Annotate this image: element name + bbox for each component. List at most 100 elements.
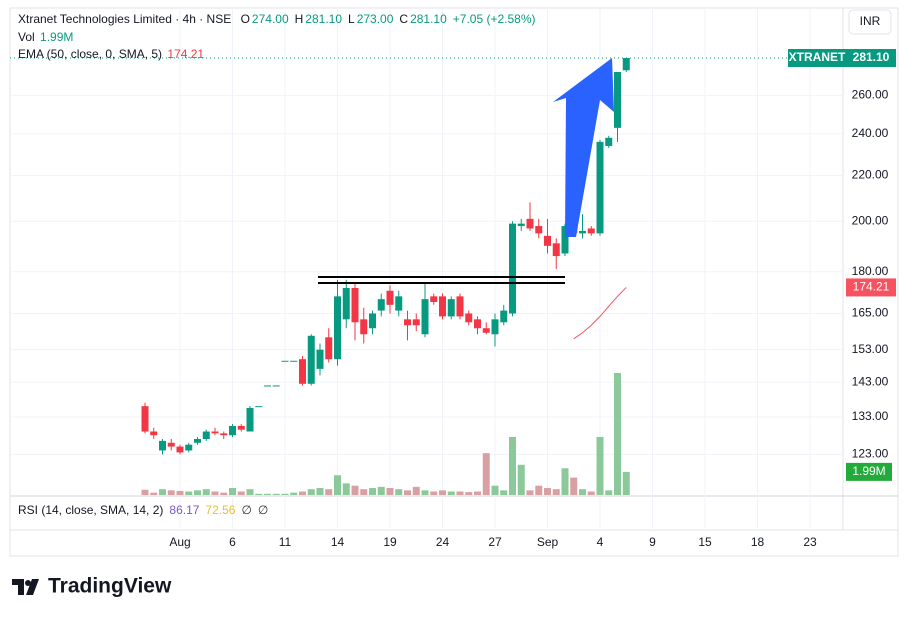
currency[interactable]: INR — [860, 14, 881, 28]
volume-bar — [614, 373, 621, 495]
volume-bar — [167, 490, 175, 495]
volume-tag — [846, 462, 892, 481]
x-tick-label: 11 — [279, 535, 292, 549]
candle-body — [447, 299, 455, 317]
price-tag-text: 281.10 — [853, 50, 890, 64]
x-tick-label: Sep — [537, 535, 559, 549]
candle-body — [159, 440, 166, 451]
volume-bar — [439, 490, 446, 495]
candle-body — [150, 431, 158, 436]
x-tick-label: 14 — [331, 535, 345, 549]
candle-body — [579, 230, 586, 234]
legend-ema: EMA (50, close, 0, SMA, 5) 174.21 — [18, 47, 206, 61]
candle-body — [211, 431, 219, 434]
logo: TradingView — [12, 575, 172, 598]
x-tick-label: 9 — [649, 535, 656, 549]
volume-bar — [369, 488, 376, 495]
candle-body — [176, 446, 184, 453]
y-tick-label: 200.00 — [852, 213, 889, 227]
volume-bar — [587, 491, 595, 495]
candle-body — [141, 406, 149, 432]
candle-body — [246, 407, 254, 432]
candle-body — [272, 385, 280, 387]
volume-bar — [141, 489, 149, 495]
candle-body — [430, 296, 438, 302]
candle-body — [500, 310, 508, 323]
y-tick-label: 143.00 — [852, 374, 889, 388]
volume-bar — [395, 489, 403, 495]
volume-bar — [281, 493, 289, 495]
volume-bar — [290, 492, 298, 495]
volume-bar — [185, 491, 193, 495]
candle-body — [255, 406, 263, 408]
x-tick-label: 4 — [597, 535, 604, 549]
legend-key: L — [348, 12, 355, 26]
candle-body — [307, 335, 315, 384]
ema-tag-text: 174.21 — [853, 280, 890, 294]
volume-bar — [456, 491, 464, 495]
x-tick-label: 19 — [383, 535, 397, 549]
volume-bar — [202, 489, 210, 495]
x-tick-label: 23 — [803, 535, 817, 549]
candle-body — [264, 385, 271, 387]
legend-value: 273.00 — [356, 12, 394, 26]
volume-bar — [176, 490, 184, 495]
frame — [9, 7, 899, 557]
volume-bar — [482, 453, 490, 495]
candle-body — [605, 137, 613, 146]
candle-body — [561, 226, 569, 254]
volume-bar — [561, 468, 569, 495]
y-tick-label: 133.00 — [852, 409, 889, 423]
candle-body — [439, 296, 446, 317]
x-tick-label: Aug — [169, 535, 190, 549]
symbol: Xtranet Technologies Limited · 4h · NSE — [18, 12, 232, 26]
candle-body — [587, 228, 595, 234]
volume-bar — [150, 492, 158, 495]
ema-tag — [846, 278, 896, 297]
candle-body — [535, 226, 543, 234]
x-tick-label: 18 — [751, 535, 765, 549]
volume-bar — [264, 493, 271, 495]
y-tick-label: 123.00 — [852, 447, 889, 461]
volume-bar — [605, 490, 613, 495]
drawing-arrow — [553, 58, 614, 237]
candle-body — [290, 360, 298, 362]
ema-line — [573, 287, 627, 340]
volume-bar — [509, 436, 516, 495]
candle-body — [167, 442, 175, 447]
candle-body — [325, 337, 333, 360]
currency-button[interactable] — [848, 9, 892, 35]
volume-bar — [465, 492, 473, 495]
symbol-tag — [788, 49, 846, 68]
price-tag — [846, 49, 896, 68]
legend-key: H — [294, 12, 304, 26]
brand: TradingView — [48, 575, 172, 598]
volume-bar — [517, 464, 525, 495]
rsi-value: ∅ — [241, 503, 251, 517]
volume-tag-text: 1.99M — [852, 464, 885, 478]
legend-key: O — [240, 12, 250, 26]
volume-bar — [526, 490, 534, 495]
candle-body — [360, 319, 368, 335]
volume-bar — [544, 488, 551, 495]
candle-body — [229, 425, 236, 436]
volume-bar — [351, 485, 359, 495]
y-tick-label: 153.00 — [852, 342, 889, 356]
symbol-tag-text: XTRANET — [789, 50, 846, 64]
candle-body — [596, 141, 604, 234]
x-tick-label: 24 — [436, 535, 450, 549]
candle-body — [281, 360, 289, 362]
candle-body — [299, 359, 306, 384]
legend-key: C — [399, 12, 409, 26]
volume-bar — [535, 485, 543, 495]
candle-body — [614, 72, 621, 128]
candle-body — [202, 431, 210, 439]
volume-bar — [552, 489, 560, 495]
candle-body — [185, 444, 193, 451]
candle-body — [544, 235, 551, 246]
legend-value: 274.00 — [251, 12, 289, 26]
rsi-value: 72.56 — [205, 503, 235, 517]
volume-bar — [307, 489, 315, 495]
volume-bar — [500, 490, 508, 495]
